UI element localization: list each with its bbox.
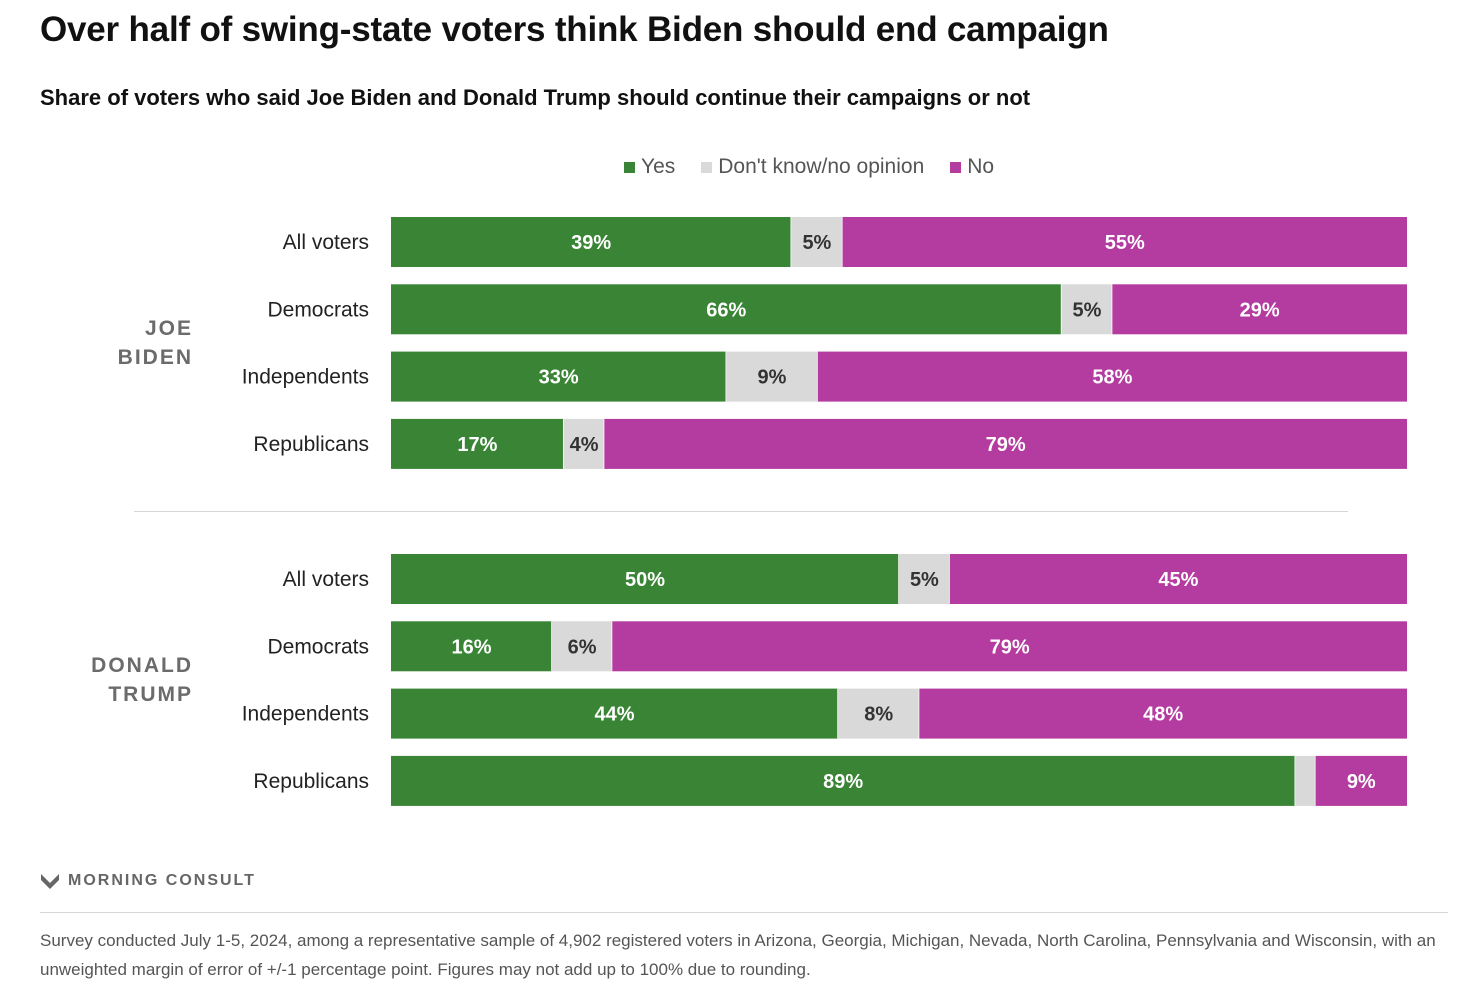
legend: Yes Don't know/no opinion No [624,155,994,179]
row-label-donald-trump-all-voters: All voters [283,568,369,591]
data-label-donald-trump-democrats-don-t-know-no-opinion: 6% [568,636,597,658]
bar-donald-trump-independents-yes [391,688,839,739]
data-label-donald-trump-all-voters-yes: 50% [625,569,665,591]
data-label-joe-biden-independents-yes: 33% [539,367,579,389]
legend-label-yes: Yes [641,155,676,178]
bar-joe-biden-republicans-don-t-know-no-opinion [563,418,605,469]
data-label-donald-trump-democrats-yes: 16% [451,636,491,658]
legend-item-no: No [950,155,994,179]
data-label-joe-biden-independents-don-t-know-no-opinion: 9% [758,367,787,389]
data-label-joe-biden-republicans-yes: 17% [457,434,497,456]
legend-swatch-dont-know [701,161,713,173]
data-label-joe-biden-all-voters-don-t-know-no-opinion: 5% [802,232,831,254]
row-label-joe-biden-independents: Independents [242,366,369,389]
data-label-donald-trump-democrats-no: 79% [990,636,1030,658]
bar-joe-biden-democrats-don-t-know-no-opinion [1061,284,1113,335]
bar-joe-biden-democrats-no [1112,284,1407,335]
bar-donald-trump-republicans-don-t-know-no-opinion [1295,755,1316,806]
data-label-joe-biden-independents-no: 58% [1092,367,1132,389]
bar-joe-biden-all-voters-yes [391,217,792,267]
row-label-donald-trump-independents: Independents [242,703,369,726]
morning-consult-logo-icon [41,874,59,889]
bar-joe-biden-democrats-yes [391,284,1062,335]
bar-donald-trump-all-voters-no [949,554,1407,604]
legend-label-dont-know: Don't know/no opinion [718,155,925,178]
chart-subtitle: Share of voters who said Joe Biden and D… [40,85,1031,110]
bar-donald-trump-independents-don-t-know-no-opinion [838,688,920,739]
data-label-joe-biden-republicans-no: 79% [986,434,1026,456]
bar-donald-trump-democrats-don-t-know-no-opinion [551,621,613,672]
data-label-donald-trump-republicans-no: 9% [1347,771,1376,793]
brand-name: MORNING CONSULT [68,872,256,889]
data-label-donald-trump-all-voters-no: 45% [1158,569,1198,591]
legend-swatch-yes [624,161,635,173]
brand-logo: MORNING CONSULT [40,872,256,890]
chart-title: Over half of swing-state voters think Bi… [40,10,1109,49]
bar-joe-biden-all-voters-no [842,217,1407,267]
row-label-joe-biden-all-voters: All voters [283,231,369,254]
data-label-donald-trump-republicans-yes: 89% [823,771,863,793]
footer-divider [40,912,1448,913]
data-label-joe-biden-democrats-yes: 66% [706,299,746,321]
bar-donald-trump-all-voters-yes [391,554,899,604]
data-label-joe-biden-republicans-don-t-know-no-opinion: 4% [570,434,599,456]
data-label-donald-trump-all-voters-don-t-know-no-opinion: 5% [910,569,939,591]
legend-label-no: No [967,155,995,178]
row-label-donald-trump-republicans: Republicans [253,770,369,793]
group-label-donald-trump-line-0: DONALD [91,654,193,677]
data-label-joe-biden-all-voters-no: 55% [1105,232,1145,254]
group-label-joe-biden-line-0: JOE [145,317,193,340]
bar-joe-biden-independents-don-t-know-no-opinion [726,351,818,402]
legend-item-yes: Yes [624,155,675,179]
bar-joe-biden-republicans-no [604,418,1407,469]
bar-donald-trump-democrats-yes [391,621,552,672]
data-label-donald-trump-independents-no: 48% [1143,704,1183,726]
row-label-donald-trump-democrats: Democrats [267,635,369,658]
bar-donald-trump-independents-no [919,688,1407,739]
data-label-donald-trump-independents-don-t-know-no-opinion: 8% [864,704,893,726]
row-label-joe-biden-republicans: Republicans [253,433,369,456]
bar-joe-biden-all-voters-don-t-know-no-opinion [791,217,843,267]
group-label-donald-trump-line-1: TRUMP [108,683,193,706]
legend-swatch-no [950,161,962,173]
data-label-joe-biden-democrats-no: 29% [1240,299,1280,321]
stacked-bar-chart: JOE BIDEN All voters 39% 5% 55% Democrats 66% 5%… [91,217,1407,806]
group-label-joe-biden-line-1: BIDEN [118,346,193,369]
bar-donald-trump-republicans-yes [391,755,1296,806]
bar-joe-biden-republicans-yes [391,418,564,469]
bar-joe-biden-independents-no [817,351,1407,402]
footnote: Survey conducted July 1-5, 2024, among a… [40,931,1436,979]
bar-joe-biden-independents-yes [391,351,727,402]
data-label-joe-biden-all-voters-yes: 39% [571,232,611,254]
bar-donald-trump-republicans-no [1315,755,1407,806]
bar-donald-trump-all-voters-don-t-know-no-opinion [899,554,950,604]
data-label-donald-trump-independents-yes: 44% [595,704,635,726]
bar-donald-trump-democrats-no [612,621,1407,672]
legend-item-dont-know: Don't know/no opinion [701,155,924,179]
data-label-joe-biden-democrats-don-t-know-no-opinion: 5% [1073,299,1102,321]
row-label-joe-biden-democrats: Democrats [267,298,369,321]
